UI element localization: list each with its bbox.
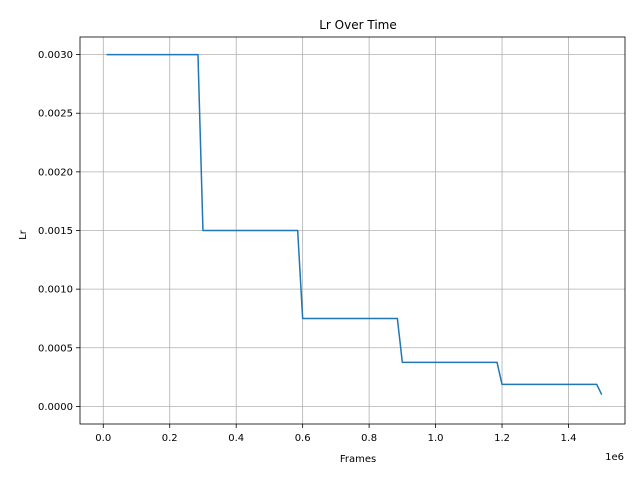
x-axis-offset-label: 1e6 (605, 452, 624, 463)
ticks: 0.0 0.2 0.4 0.6 0.8 1.0 1.2 1.4 0.0000 0.0005 0.00… (38, 50, 576, 444)
y-tick-label: 0.0020 (38, 167, 73, 178)
x-axis-label: Frames (340, 454, 376, 465)
x-tick-label: 0.2 (162, 433, 178, 444)
y-tick-label: 0.0010 (38, 285, 73, 296)
x-tick-label: 1.4 (561, 433, 577, 444)
y-tick-label: 0.0025 (38, 109, 73, 120)
grid-lines (80, 37, 625, 424)
x-tick-label: 1.0 (428, 433, 444, 444)
y-tick-label: 0.0005 (38, 343, 73, 354)
x-tick-label: 1.2 (494, 433, 510, 444)
y-tick-label: 0.0030 (38, 50, 73, 61)
chart-title: Lr Over Time (319, 18, 396, 32)
y-tick-label: 0.0000 (38, 402, 73, 413)
series-layer (106, 53, 603, 396)
x-tick-label: 0.8 (361, 433, 377, 444)
series-line (106, 53, 603, 396)
y-tick-label: 0.0015 (38, 226, 73, 237)
y-axis-label: Lr (18, 229, 29, 240)
x-tick-label: 0.4 (228, 433, 244, 444)
x-tick-label: 0.0 (95, 433, 111, 444)
x-tick-label: 0.6 (295, 433, 311, 444)
